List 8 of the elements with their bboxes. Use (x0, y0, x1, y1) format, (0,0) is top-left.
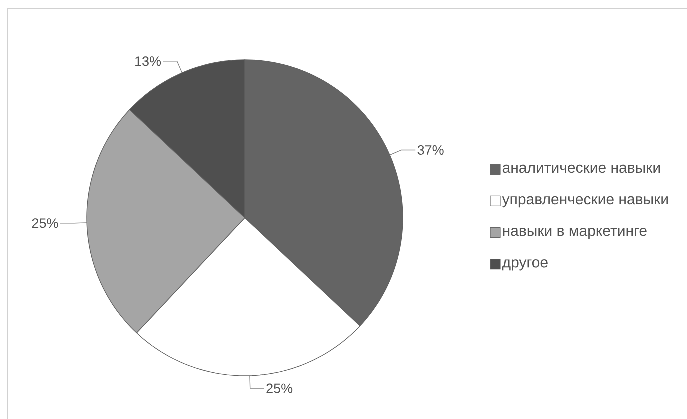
legend-label: другое (502, 260, 548, 271)
data-label: 13% (136, 56, 162, 66)
legend-label: управленческие навыки (502, 196, 668, 208)
data-label: 37% (418, 145, 444, 155)
legend-label: аналитические навыки (502, 164, 660, 174)
data-label: 25% (32, 218, 58, 228)
data-label: 25% (266, 384, 293, 394)
legend-label: навыки в маркетинге (503, 228, 647, 240)
